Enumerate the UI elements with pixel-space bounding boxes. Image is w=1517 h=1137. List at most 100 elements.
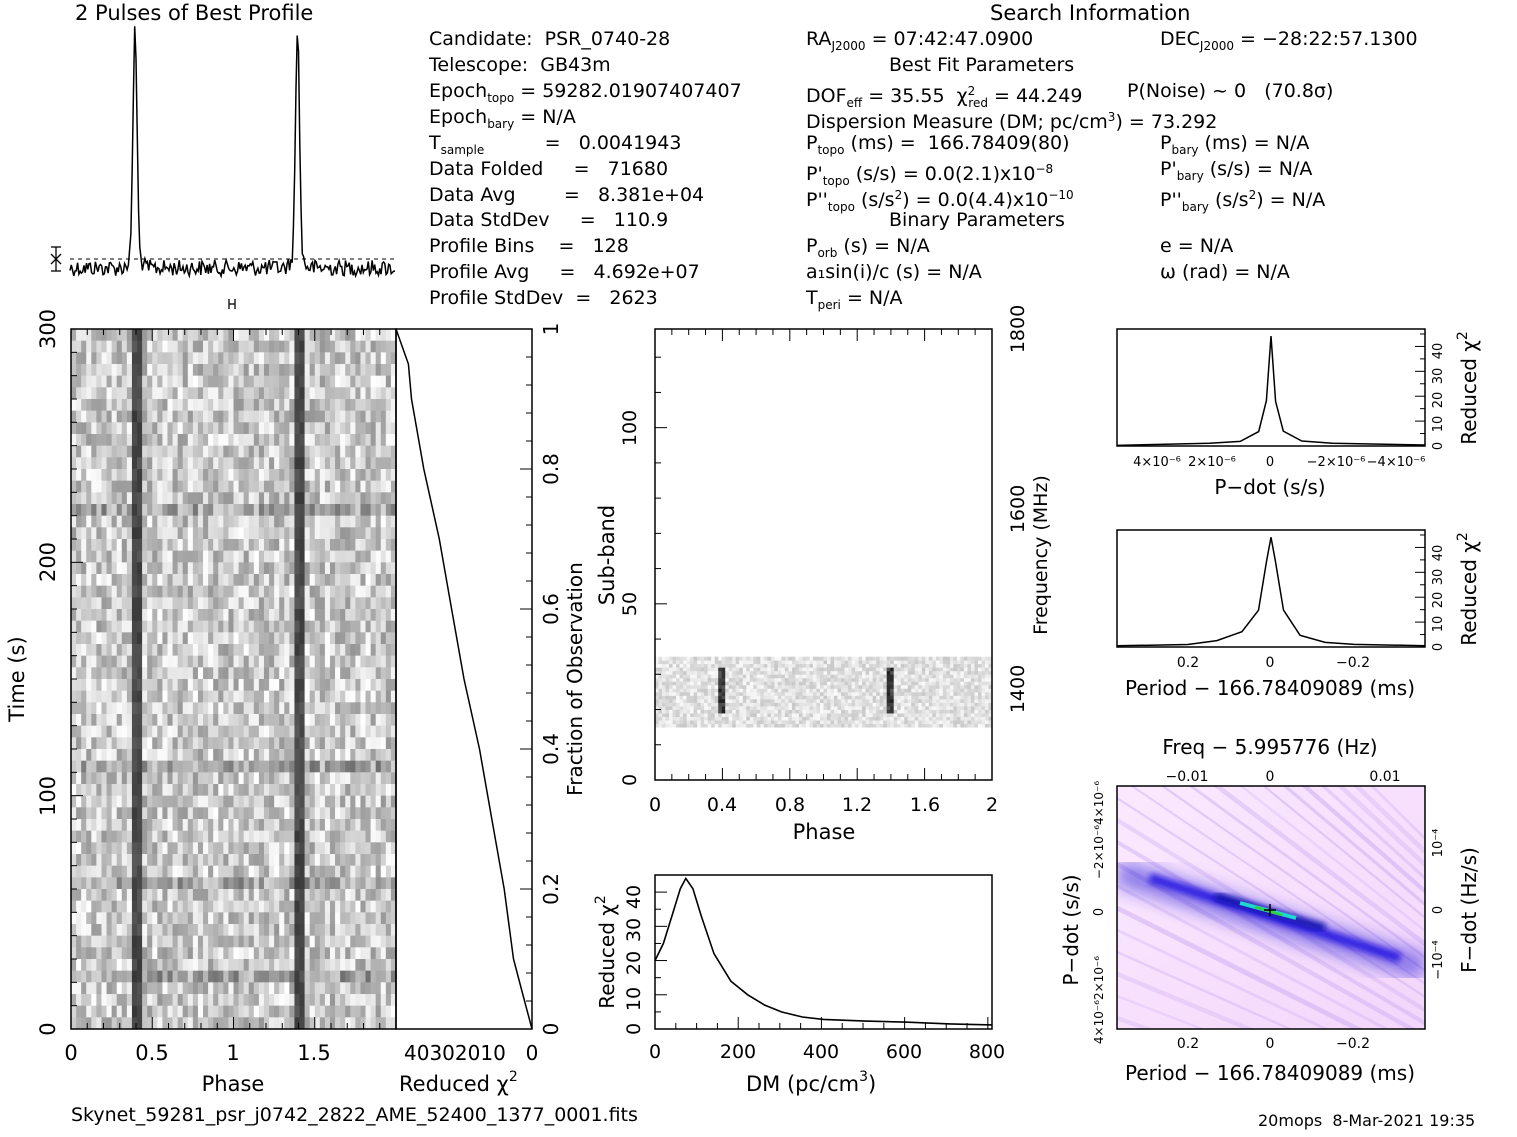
- time-phase-cell: [366, 947, 371, 959]
- time-phase-cell: [355, 539, 360, 551]
- subband-cell: [841, 695, 845, 699]
- subband-cell: [841, 702, 845, 706]
- time-phase-cell: [137, 667, 142, 679]
- time-phase-cell: [300, 819, 305, 831]
- time-phase-cell: [289, 341, 294, 353]
- time-phase-cell: [366, 691, 371, 703]
- time-phase-cell: [218, 364, 223, 376]
- time-phase-cell: [264, 772, 269, 784]
- time-phase-cell: [96, 597, 101, 609]
- time-phase-cell: [340, 737, 345, 749]
- time-phase-cell: [330, 527, 335, 539]
- time-phase-cell: [259, 341, 264, 353]
- time-phase-cell: [127, 772, 132, 784]
- time-phase-cell: [386, 982, 391, 994]
- time-phase-cell: [244, 434, 249, 446]
- subband-cell: [659, 699, 663, 703]
- time-phase-cell: [188, 597, 193, 609]
- time-phase-cell: [239, 1017, 244, 1029]
- time-phase-cell: [340, 422, 345, 434]
- time-phase-cell: [264, 422, 269, 434]
- subband-cell: [911, 706, 915, 710]
- time-phase-cell: [239, 912, 244, 924]
- time-phase-cell: [96, 1017, 101, 1029]
- time-phase-cell: [228, 772, 233, 784]
- time-phase-cell: [350, 632, 355, 644]
- time-phase-cell: [193, 831, 198, 843]
- time-phase-cell: [178, 481, 183, 493]
- time-phase-cell: [284, 457, 289, 469]
- time-phase-cell: [223, 667, 228, 679]
- time-phase-cell: [193, 772, 198, 784]
- subband-cell: [757, 706, 761, 710]
- subband-cell: [788, 717, 792, 721]
- time-phase-cell: [284, 434, 289, 446]
- time-phase-cell: [269, 329, 274, 341]
- time-phase-cell: [300, 574, 305, 586]
- subband-cell: [715, 688, 719, 692]
- time-phase-cell: [71, 609, 76, 621]
- time-phase-cell: [198, 726, 203, 738]
- time-phase-cell: [360, 422, 365, 434]
- time-phase-cell: [81, 994, 86, 1006]
- subband-cell: [669, 695, 673, 699]
- time-phase-cell: [142, 1006, 147, 1018]
- time-phase-cell: [162, 761, 167, 773]
- time-phase-cell: [213, 644, 218, 656]
- time-phase-cell: [127, 971, 132, 983]
- time-phase-cell: [86, 901, 91, 913]
- time-phase-cell: [345, 387, 350, 399]
- time-phase-cell: [300, 411, 305, 423]
- time-phase-cell: [310, 469, 315, 481]
- time-phase-cell: [122, 726, 127, 738]
- time-phase-cell: [376, 807, 381, 819]
- subband-cell: [862, 713, 866, 717]
- time-phase-cell: [274, 469, 279, 481]
- subband-cell: [778, 695, 782, 699]
- time-phase-cell: [198, 446, 203, 458]
- time-phase-cell: [335, 469, 340, 481]
- time-phase-cell: [107, 901, 112, 913]
- time-phase-cell: [107, 866, 112, 878]
- subband-cell: [753, 717, 757, 721]
- subband-cell: [901, 717, 905, 721]
- time-phase-cell: [162, 656, 167, 668]
- time-phase-cell: [289, 761, 294, 773]
- time-phase-cell: [198, 831, 203, 843]
- time-phase-cell: [132, 901, 137, 913]
- time-phase-cell: [198, 761, 203, 773]
- time-phase-cell: [315, 352, 320, 364]
- subband-cell: [662, 699, 666, 703]
- subband-cell: [845, 692, 849, 696]
- time-phase-cell: [152, 877, 157, 889]
- time-phase-cell: [142, 1017, 147, 1029]
- subband-cell: [806, 713, 810, 717]
- time-phase-cell: [381, 481, 386, 493]
- time-phase-cell: [366, 714, 371, 726]
- time-phase-cell: [254, 912, 259, 924]
- subband-cell: [845, 706, 849, 710]
- time-phase-cell: [340, 481, 345, 493]
- time-phase-cell: [188, 387, 193, 399]
- time-phase-cell: [122, 901, 127, 913]
- time-phase-cell: [381, 1017, 386, 1029]
- time-phase-cell: [259, 562, 264, 574]
- time-phase-cell: [117, 726, 122, 738]
- time-phase-cell: [360, 714, 365, 726]
- subband-cell: [824, 695, 828, 699]
- time-phase-cell: [223, 539, 228, 551]
- time-phase-cell: [234, 586, 239, 598]
- time-phase-cell: [335, 761, 340, 773]
- time-phase-cell: [107, 994, 112, 1006]
- time-phase-cell: [264, 586, 269, 598]
- subband-cell: [659, 695, 663, 699]
- time-phase-cell: [157, 329, 162, 341]
- time-phase-cell: [132, 597, 137, 609]
- time-phase-cell: [223, 632, 228, 644]
- time-phase-cell: [152, 772, 157, 784]
- time-phase-cell: [112, 889, 117, 901]
- time-phase-cell: [178, 574, 183, 586]
- time-phase-cell: [188, 679, 193, 691]
- time-phase-cell: [173, 329, 178, 341]
- time-phase-cell: [350, 924, 355, 936]
